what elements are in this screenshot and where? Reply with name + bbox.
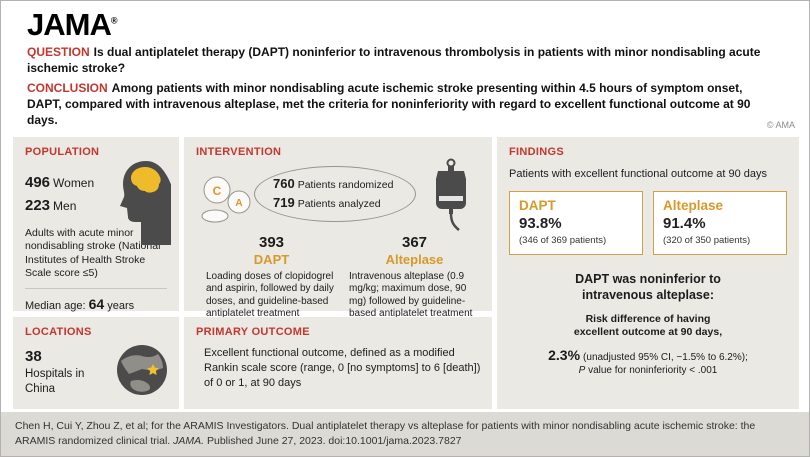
jama-logo-text: JAMA — [27, 7, 112, 42]
locations-panel: LOCATIONS 38 Hospitals in China — [13, 317, 179, 409]
question-text: Is dual antiplatelet therapy (DAPT) noni… — [27, 45, 761, 76]
findings-result-boxes: DAPT 93.8% (346 of 369 patients) Altepla… — [509, 191, 787, 255]
dapt-result-box: DAPT 93.8% (346 of 369 patients) — [509, 191, 643, 255]
findings-subtitle: Patients with excellent functional outco… — [509, 168, 768, 180]
alteplase-result-label: Alteplase — [663, 198, 724, 213]
women-count-row: 496 Women — [25, 172, 167, 195]
alteplase-result-pct: 91.4% — [663, 215, 706, 232]
head-brain-icon — [117, 159, 175, 250]
risk-difference-value-row: 2.3% (unadjusted 95% CI, −1.5% to 6.2%); — [509, 347, 787, 363]
copyright-ama: © AMA — [766, 120, 795, 130]
conclusion-text: Among patients with minor nondisabling a… — [27, 81, 751, 128]
hospitals-text: Hospitals in China — [25, 368, 85, 395]
citation-part2: Published June 27, 2023. doi:10.1001/jam… — [204, 435, 462, 448]
alteplase-count: 367 — [401, 234, 428, 251]
conclusion-block: CONCLUSION Among patients with minor nond… — [27, 80, 779, 129]
locations-title: LOCATIONS — [25, 326, 92, 338]
risk-difference-value: 2.3% — [548, 346, 581, 363]
dapt-count: 393 — [258, 234, 285, 251]
men-count: 223 — [25, 196, 51, 214]
globe-icon — [115, 343, 169, 402]
dapt-label: DAPT — [253, 252, 290, 267]
alteplase-result-box: Alteplase 91.4% (320 of 350 patients) — [653, 191, 787, 255]
women-label: Women — [53, 176, 95, 190]
intervention-title: INTERVENTION — [196, 146, 282, 158]
median-age-value: 64 — [88, 295, 105, 312]
registered-mark: ® — [110, 15, 118, 26]
intervention-icons-row: C A 760 Patients randomized 719 Patients a… — [196, 158, 480, 234]
median-age-label: Median age: — [25, 299, 86, 312]
jama-logo: JAMA® — [27, 7, 117, 43]
intervention-panel: INTERVENTION C A 760 Patients randomized … — [184, 137, 492, 319]
primary-outcome-title: PRIMARY OUTCOME — [196, 326, 310, 338]
pills-icon: C A — [200, 174, 254, 229]
dapt-arm: 393 DAPT Loading doses of clopidogrel an… — [206, 234, 337, 321]
alteplase-label: Alteplase — [385, 252, 444, 267]
analyzed-count: 719 — [273, 195, 295, 210]
population-counts: 496 Women 223 Men — [25, 172, 167, 217]
intervention-arms: 393 DAPT Loading doses of clopidogrel an… — [206, 234, 480, 321]
randomized-count: 760 — [273, 176, 295, 192]
primary-outcome-panel: PRIMARY OUTCOME Excellent functional out… — [184, 317, 492, 409]
men-label: Men — [53, 198, 77, 213]
findings-title: FINDINGS — [509, 146, 564, 158]
dapt-description: Loading doses of clopidogrel and aspirin… — [206, 271, 334, 320]
primary-outcome-text: Excellent functional outcome, defined as… — [204, 347, 481, 389]
population-description: Adults with acute minor nondisabling str… — [25, 227, 161, 280]
dapt-result-n: (346 of 369 patients) — [519, 235, 607, 246]
analyzed-label: Patients analyzed — [297, 198, 381, 210]
p-value-row: P value for noninferiority < .001 — [509, 365, 787, 376]
citation-journal: JAMA. — [173, 435, 205, 448]
women-count: 496 — [25, 174, 51, 191]
median-age-row: Median age: 64 years — [25, 287, 167, 312]
men-count-row: 223 Men — [25, 195, 167, 218]
question-block: QUESTION Is dual antiplatelet therapy (DA… — [27, 44, 779, 76]
risk-difference-ci: (unadjusted 95% CI, −1.5% to 6.2%); — [583, 351, 748, 363]
median-age-unit: years — [107, 299, 135, 312]
risk-difference-label: Risk difference of having excellent outc… — [573, 312, 723, 339]
alteplase-arm: 367 Alteplase Intravenous alteplase (0.9… — [349, 234, 480, 321]
randomization-ellipse: 760 Patients randomized 719 Patients analy… — [254, 166, 416, 222]
alteplase-result-n: (320 of 350 patients) — [663, 235, 751, 246]
pill-letter-a: A — [235, 198, 242, 209]
analyzed-row: 719 Patients analyzed — [273, 194, 415, 213]
pill-letter-c: C — [213, 184, 222, 198]
dapt-result-label: DAPT — [519, 198, 556, 213]
iv-bag-icon — [430, 158, 472, 241]
noninferiority-statement: DAPT was noninferior to intravenous alte… — [575, 272, 721, 303]
randomized-row: 760 Patients randomized — [273, 175, 415, 194]
findings-panel: FINDINGS Patients with excellent functio… — [497, 137, 799, 409]
hospitals-count: 38 — [25, 348, 42, 365]
citation: Chen H, Cui Y, Zhou Z, et al; for the AR… — [1, 412, 809, 456]
population-panel: POPULATION 496 Women 223 Men Adults with a… — [13, 137, 179, 312]
conclusion-label: CONCLUSION — [27, 81, 108, 95]
population-title: POPULATION — [25, 146, 100, 158]
question-label: QUESTION — [27, 45, 90, 59]
citation-part1: Chen H, Cui Y, Zhou Z, et al; for the AR… — [15, 420, 756, 448]
p-symbol: P — [578, 364, 586, 376]
randomized-label: Patients randomized — [297, 179, 394, 192]
p-value-text: value for noninferiority < .001 — [585, 364, 718, 376]
dapt-result-pct: 93.8% — [519, 215, 562, 232]
alteplase-description: Intravenous alteplase (0.9 mg/kg; maximu… — [349, 271, 473, 320]
